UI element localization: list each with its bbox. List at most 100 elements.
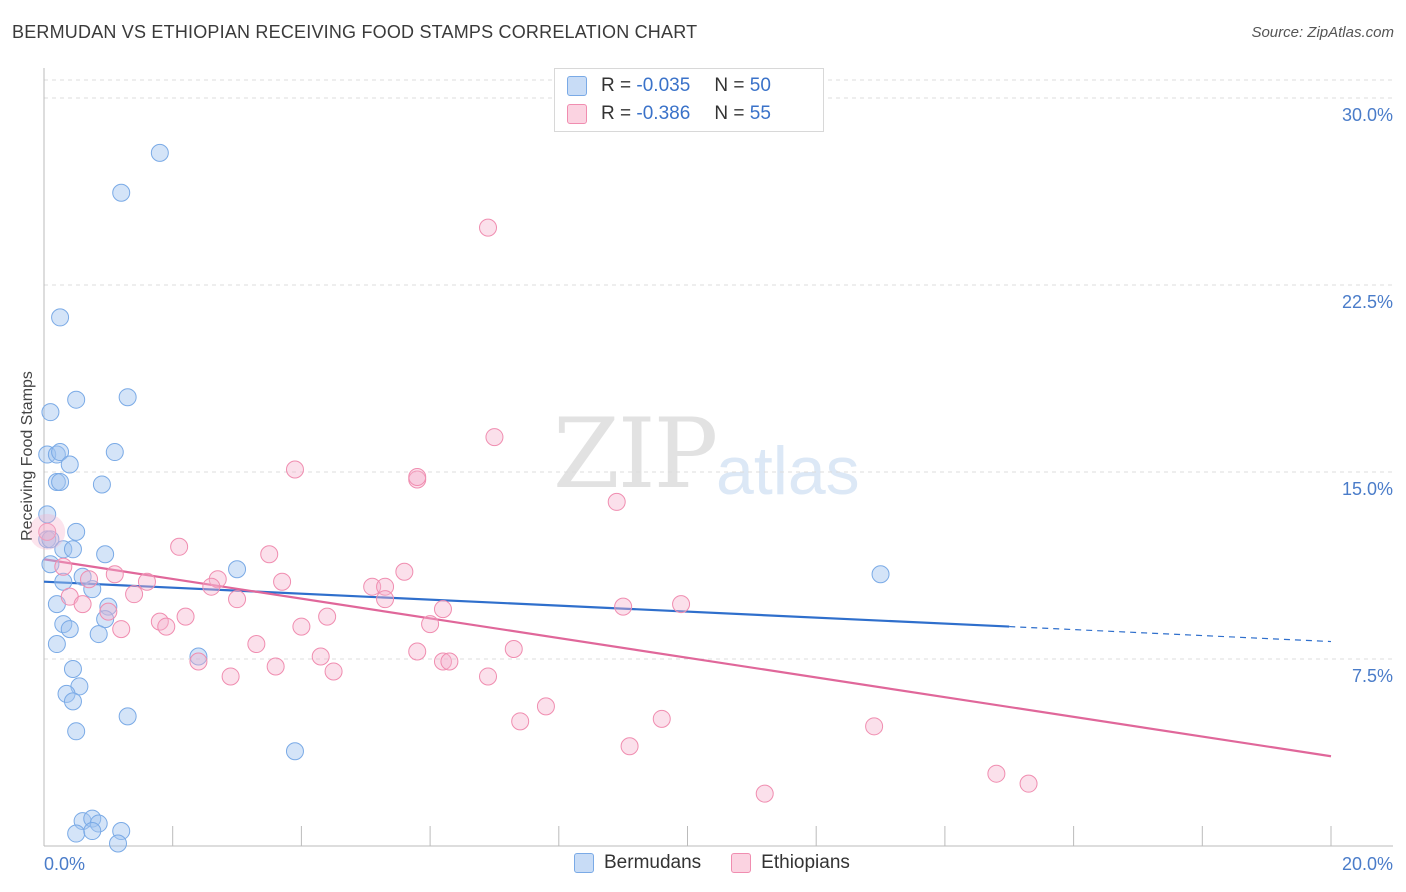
ethiopian-point xyxy=(137,572,156,591)
ethiopian-point xyxy=(672,595,691,614)
ethiopian-point xyxy=(318,607,337,626)
ethiopian-point xyxy=(285,460,304,479)
bermudan-point xyxy=(89,625,108,644)
ethiopian-point xyxy=(260,545,279,564)
ethiopian-point xyxy=(511,712,530,731)
bermudan-point xyxy=(54,572,73,591)
bermudan-point xyxy=(83,822,102,841)
ethiopian-point xyxy=(408,642,427,661)
ethiopian-point xyxy=(1019,774,1038,793)
bermudan-point xyxy=(67,722,86,741)
watermark-zip: ZIP xyxy=(553,398,718,510)
ethiopian-point xyxy=(440,652,459,671)
ethiopian-point xyxy=(157,617,176,636)
n-label: N = xyxy=(714,75,745,96)
ethiopian-point xyxy=(125,585,144,604)
ethiopian-point xyxy=(614,597,633,616)
ethiopian-point xyxy=(536,697,555,716)
ethiopian-point xyxy=(652,709,671,728)
bermudans-swatch xyxy=(567,76,587,96)
ethiopian-point xyxy=(324,662,343,681)
ethiopian-point xyxy=(755,784,774,803)
ethiopian-point xyxy=(80,570,99,589)
ethiopian-point xyxy=(433,652,452,671)
bermudan-point xyxy=(112,183,131,202)
n-label: N = xyxy=(714,103,745,124)
ethiopians-swatch xyxy=(731,853,752,873)
ethiopian-point xyxy=(202,577,221,596)
bermudan-point xyxy=(51,443,70,462)
bermudan-point xyxy=(60,620,79,639)
ethiopian-point xyxy=(112,620,131,639)
ethiopian-point xyxy=(247,635,266,654)
ethiopian-point xyxy=(266,657,285,676)
grid-lines xyxy=(44,79,1393,660)
bermudan-point xyxy=(92,475,111,494)
y-tick-label: 22.5% xyxy=(1342,292,1393,312)
r-label: R = xyxy=(601,103,632,124)
r-label: R = xyxy=(601,75,632,96)
ethiopian-cluster-point xyxy=(29,513,66,550)
bermudan-point xyxy=(118,707,137,726)
bermudan-point xyxy=(83,580,102,599)
ethiopian-point xyxy=(189,652,208,671)
x-tick-label: 20.0% xyxy=(1342,854,1393,874)
legend-item-ethiopians[interactable]: Ethiopians xyxy=(731,852,850,874)
ethiopian-point xyxy=(170,537,189,556)
watermark-atlas: atlas xyxy=(716,433,860,509)
tick-labels: 7.5% 15.0% 22.5% 30.0% 0.0% 20.0% xyxy=(44,105,1393,874)
ethiopian-point xyxy=(607,492,626,511)
bermudan-point xyxy=(105,443,124,462)
bermudan-trend-line xyxy=(43,580,1010,628)
ethiopian-point xyxy=(376,590,395,609)
bermudan-point xyxy=(67,522,86,541)
axes xyxy=(43,68,1393,847)
y-tick-label: 30.0% xyxy=(1342,105,1393,125)
ethiopian-point xyxy=(479,667,498,686)
chart-source: Source: ZipAtlas.com xyxy=(1251,24,1394,41)
bermudan-point xyxy=(41,403,60,422)
bermudan-point xyxy=(109,834,128,853)
bermudan-point xyxy=(96,545,115,564)
ethiopian-point xyxy=(376,577,395,596)
ethiopian-point xyxy=(176,607,195,626)
bermudans-swatch xyxy=(574,853,594,873)
ethiopian-point xyxy=(228,590,247,609)
ethiopian-point xyxy=(208,570,227,589)
bermudan-point xyxy=(89,814,108,833)
ethiopian-point xyxy=(105,565,124,584)
data-points xyxy=(29,143,1038,853)
bermudans-label: Bermudans xyxy=(604,852,702,873)
ethiopian-point xyxy=(504,640,523,659)
ethiopian-point xyxy=(311,647,330,666)
correlation-legend: R = -0.035 N = 50 R = -0.386 N = 55 xyxy=(554,68,824,132)
legend-row-bermudans: R = -0.035 N = 50 xyxy=(567,74,771,98)
r-value: -0.035 xyxy=(636,75,691,96)
ethiopian-point xyxy=(395,562,414,581)
ethiopian-point xyxy=(38,522,57,541)
ethiopian-point xyxy=(292,617,311,636)
bermudan-point xyxy=(150,143,169,162)
legend-row-ethiopians: R = -0.386 N = 55 xyxy=(567,102,771,126)
ethiopian-trend-line xyxy=(43,558,1332,758)
bermudan-point xyxy=(47,635,66,654)
bermudan-point xyxy=(63,659,82,678)
ethiopian-point xyxy=(987,764,1006,783)
bermudan-point xyxy=(57,684,76,703)
ethiopian-point xyxy=(73,595,92,614)
bermudan-point xyxy=(228,560,247,579)
legend-item-bermudans[interactable]: Bermudans xyxy=(574,852,701,874)
ethiopian-point xyxy=(221,667,240,686)
ethiopian-point xyxy=(433,600,452,619)
bermudan-point xyxy=(51,308,70,327)
bermudan-point xyxy=(871,565,890,584)
bermudan-point xyxy=(51,472,70,491)
ethiopian-point xyxy=(485,428,504,447)
series-legend: Bermudans Ethiopians xyxy=(574,852,880,874)
bermudan-point xyxy=(63,540,82,559)
bermudan-point xyxy=(47,445,66,464)
x-tick-label: 0.0% xyxy=(44,854,85,874)
ethiopians-label: Ethiopians xyxy=(761,852,850,873)
bermudan-point xyxy=(67,824,86,843)
